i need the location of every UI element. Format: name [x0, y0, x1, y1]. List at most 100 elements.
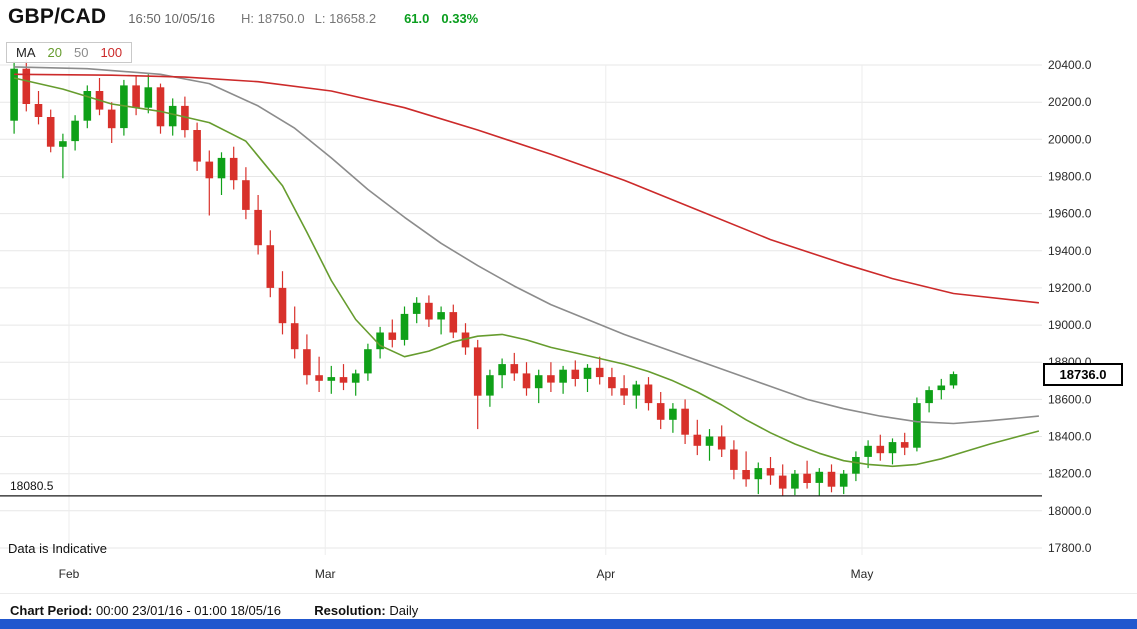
candle-body [327, 377, 336, 381]
candle-body [571, 369, 580, 379]
candle-body [412, 302, 421, 314]
candle-body [83, 91, 92, 121]
candle-body [10, 68, 18, 121]
candle-body [852, 457, 860, 474]
candle-body [290, 323, 299, 350]
resolution-value: Daily [389, 603, 419, 618]
candle-body [339, 377, 348, 383]
candle-body [742, 470, 750, 480]
change-percent: 0.33% [441, 11, 479, 26]
ma100-legend-item[interactable]: 100 [100, 45, 123, 60]
chart-header: GBP/CAD 16:50 10/05/16 H: 18750.0 L: 1865… [8, 5, 490, 29]
candle-body [425, 302, 433, 320]
candle-body [608, 377, 616, 389]
candle-body [193, 130, 201, 162]
x-axis-label: Feb [59, 567, 80, 581]
candle-body [583, 367, 592, 379]
candle-body [656, 403, 665, 420]
candle-body [449, 312, 458, 333]
candle-body [669, 408, 677, 420]
candle-body [59, 141, 67, 147]
candle-body [376, 332, 384, 350]
candle-body [632, 384, 641, 396]
candle-body [620, 388, 628, 396]
resolution-label: Resolution: [314, 603, 386, 618]
x-axis-label: Apr [596, 567, 615, 581]
candle-body [156, 87, 165, 127]
y-axis-label: 18600.0 [1048, 392, 1092, 406]
y-axis-label: 18400.0 [1048, 430, 1092, 444]
candle-body [839, 473, 848, 487]
candle-body [120, 85, 128, 129]
candle-body [437, 312, 445, 320]
candle-body [205, 161, 214, 179]
ma-legend[interactable]: MA 20 50 100 [6, 42, 133, 63]
price-chart[interactable]: 18080.5 20400.0 20200.0 20000.0 19800.0 19600… [0, 40, 1137, 598]
y-axis-label: 20400.0 [1048, 58, 1092, 72]
ma20-legend-item[interactable]: 20 [47, 45, 62, 60]
y-axis-label: 20000.0 [1048, 132, 1092, 146]
ma20-line [13, 77, 1040, 468]
y-axis-label: 19200.0 [1048, 281, 1092, 295]
candle-body [107, 109, 116, 129]
candle-body [681, 408, 689, 435]
candle-body [937, 385, 946, 391]
candle-body [522, 373, 531, 389]
quote-timestamp: 16:50 10/05/16 [128, 11, 215, 26]
candle-body [693, 434, 702, 446]
candle-body [461, 332, 470, 348]
candle-body [766, 468, 775, 476]
candle-body [71, 120, 79, 142]
candle-body [486, 375, 494, 396]
candle-body [34, 104, 43, 117]
candle-body [132, 85, 140, 108]
candle-body [803, 473, 811, 483]
candle-body [815, 471, 824, 483]
candle-body [254, 209, 262, 246]
candle-body [242, 180, 250, 210]
x-axis-label: Mar [315, 567, 336, 581]
footer-divider [0, 593, 1137, 594]
chart-period-value: 00:00 23/01/16 - 01:00 18/05/16 [95, 603, 282, 618]
candle-body [498, 364, 506, 376]
data-indicative-notice: Data is Indicative [8, 541, 107, 556]
candle-body [364, 349, 372, 374]
candle-body [778, 475, 787, 489]
y-axis-label: 19800.0 [1048, 170, 1092, 184]
candle-body [864, 445, 872, 457]
ma100-line [14, 73, 1039, 304]
candle-body [303, 349, 311, 376]
axis-labels: 20400.0 20200.0 20000.0 19800.0 19600.0 19400… [59, 58, 1092, 581]
candle-body [717, 436, 726, 450]
candle-body [888, 442, 897, 454]
session-low: L: 18658.2 [314, 11, 377, 26]
candle-body [315, 375, 323, 381]
y-axis-label: 17800.0 [1048, 541, 1092, 555]
candle-body [22, 68, 31, 104]
candle-body [144, 87, 153, 108]
candle-body [705, 436, 714, 446]
y-axis-label: 20200.0 [1048, 95, 1092, 109]
candle-body [400, 313, 409, 340]
candle-body [278, 287, 287, 324]
candle-body [229, 157, 238, 181]
candles [10, 59, 958, 496]
candle-body [181, 105, 189, 131]
ma50-legend-item[interactable]: 50 [73, 45, 89, 60]
ma-legend-title: MA [16, 45, 36, 60]
candle-body [644, 384, 653, 404]
candle-body [913, 403, 921, 448]
overlays: 18080.5 [0, 479, 1042, 497]
candle-body [827, 471, 836, 487]
candle-body [791, 473, 799, 489]
y-axis-label: 19600.0 [1048, 207, 1092, 221]
candle-body [534, 375, 543, 389]
y-axis-label: 18200.0 [1048, 467, 1092, 481]
candle-body [595, 367, 604, 378]
candle-body [900, 442, 909, 448]
candle-body [925, 390, 933, 404]
y-axis-label: 19000.0 [1048, 318, 1092, 332]
y-axis-label: 19400.0 [1048, 244, 1092, 258]
candle-body [559, 369, 567, 383]
